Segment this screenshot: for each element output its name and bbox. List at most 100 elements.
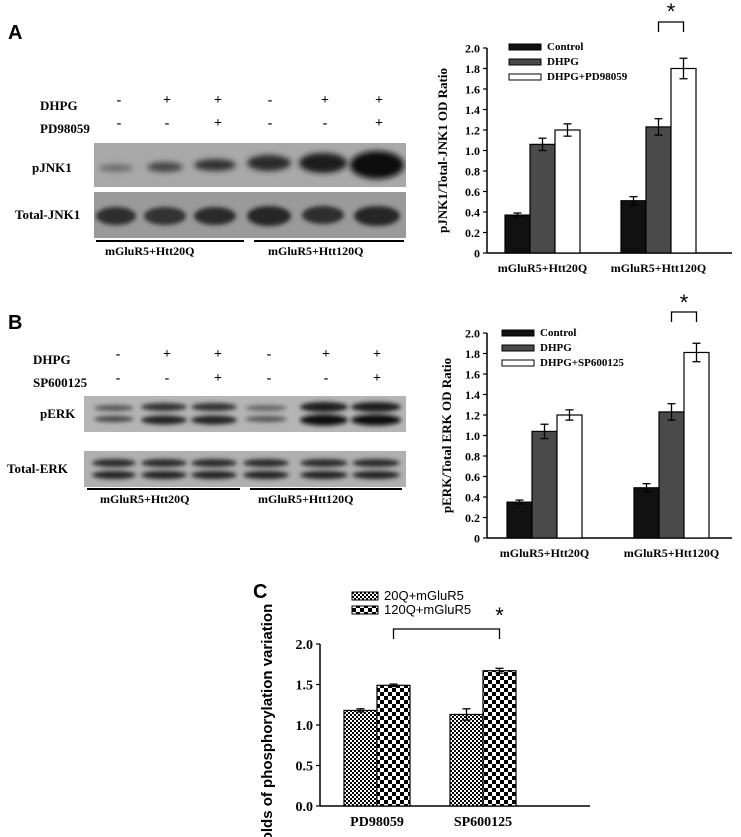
chart-b-bar-1-0 (531, 430, 558, 539)
sign-b-0-3: - (266, 347, 272, 362)
group-label-b-20q: mGluR5+Htt20Q (100, 492, 190, 506)
chart-b-errorbar-2-1 (692, 342, 701, 363)
blot-label-pjnk1: pJNK1 (32, 160, 72, 175)
panel-letter-a: A (8, 22, 23, 44)
chart-b-ytick-label-0: 0 (474, 531, 480, 545)
sign-a-0-1: + (163, 93, 171, 108)
chart-c-legend-swatch-1 (351, 605, 379, 615)
sign-b-0-1: + (163, 347, 171, 362)
chart-a-bar-1-0 (529, 143, 556, 254)
chart-b-category-1: mGluR5+Htt120Q (624, 546, 720, 560)
chart-b-bar-0-0 (506, 501, 533, 539)
chart-a-errorbar-2-1 (679, 57, 688, 80)
chart-a-ytick-label-0: 0 (474, 246, 480, 260)
treatment-label-inhibitor-a: PD98059 (40, 121, 90, 136)
chart-b-ytick-label-9: 1.8 (465, 347, 480, 361)
blot-label-perk: pERK (40, 406, 76, 421)
chart-b-ylabel: pERK/Total ERK OD Ratio (439, 358, 454, 513)
chart-a-category-1: mGluR5+Htt120Q (611, 261, 707, 275)
chart-a-legend-swatch-0 (508, 43, 542, 51)
sign-a-0-4: + (321, 93, 329, 108)
chart-b-ytick-label-10: 2.0 (465, 326, 480, 340)
chart-b-errorbar-2-0 (565, 409, 574, 421)
chart-c-legend-swatch-0 (351, 591, 379, 601)
sign-a-1-4: - (322, 116, 328, 131)
sign-b-1-2: + (214, 371, 222, 386)
chart-c-ytick-label-1: 0.5 (296, 760, 314, 775)
chart-a-errorbar-0-0 (513, 212, 522, 218)
chart-c-bar-1-1 (482, 670, 517, 807)
group-label-a-20q: mGluR5+Htt20Q (105, 244, 195, 258)
chart-c-ylabel: folds of phosphorylation variation (259, 604, 276, 837)
chart-b-ytick-label-7: 1.4 (465, 388, 480, 402)
chart-b-errorbar-0-0 (515, 499, 524, 505)
chart-c-errorbar-0-0 (356, 708, 365, 713)
sign-a-1-1: - (164, 116, 170, 131)
chart-a-bar-0-0 (504, 214, 531, 254)
chart-a-ytick-label-3: 0.6 (465, 185, 480, 199)
chart-c-ytick-label-2: 1.0 (296, 719, 314, 734)
chart-b-legend-label-1: DHPG (540, 342, 572, 354)
chart-a-ytick-label-5: 1.0 (465, 144, 480, 158)
panel-letter-b: B (8, 312, 23, 334)
chart-a-legend-label-1: DHPG (547, 56, 579, 68)
chart-c-ytick-label-3: 1.5 (296, 679, 314, 694)
chart-a-errorbar-2-0 (563, 123, 572, 137)
chart-a-bar-2-0 (554, 129, 581, 254)
chart-c-bar-1-0 (376, 684, 411, 807)
chart-a-ytick-label-9: 1.8 (465, 62, 480, 76)
chart-c-errorbar-1-1 (495, 667, 504, 674)
western-blot-b (84, 396, 406, 487)
sign-b-1-0: - (115, 371, 121, 386)
chart-a-ytick-label-7: 1.4 (465, 103, 480, 117)
chart-b-errorbar-0-1 (642, 483, 651, 493)
chart-c-legend-label-0: 20Q+mGluR5 (384, 588, 464, 603)
chart-a-ytick-label-4: 0.8 (465, 164, 480, 178)
chart-a-ylabel: pJNK1/Total-JNK1 OD Ratio (435, 68, 450, 233)
sign-b-1-5: + (373, 371, 381, 386)
group-underline-b (87, 488, 402, 490)
chart-c-bar-0-1 (449, 713, 484, 807)
sign-b-1-4: - (323, 371, 329, 386)
chart-b-legend-swatch-0 (501, 329, 535, 337)
chart-a-legend-swatch-1 (508, 58, 542, 66)
sign-a-0-3: - (267, 93, 273, 108)
chart-b-legend-swatch-2 (501, 359, 535, 367)
group-label-b-120q: mGluR5+Htt120Q (258, 492, 354, 506)
chart-a-ytick-label-10: 2.0 (465, 41, 480, 55)
sign-b-1-1: - (164, 371, 170, 386)
sign-b-1-3: - (266, 371, 272, 386)
chart-b-errorbar-1-0 (540, 423, 549, 440)
chart-b-legend-swatch-1 (501, 344, 535, 352)
chart-a-category-0: mGluR5+Htt20Q (498, 261, 588, 275)
sign-b-0-4: + (322, 347, 330, 362)
sign-b-0-2: + (214, 347, 222, 362)
chart-b-ytick-label-2: 0.4 (465, 490, 480, 504)
sign-a-0-2: + (214, 93, 222, 108)
sign-b-0-0: - (115, 347, 121, 362)
chart-b-ytick-label-3: 0.6 (465, 470, 480, 484)
chart-b-ytick-label-1: 0.2 (465, 511, 480, 525)
chart-b-ytick-label-6: 1.2 (465, 408, 480, 422)
chart-a-ytick-label-1: 0.2 (465, 226, 480, 240)
treatment-label-inhibitor-b: SP600125 (33, 375, 88, 390)
group-underline-a (96, 240, 404, 242)
chart-a-errorbar-0-1 (629, 195, 638, 206)
chart-b-bar-1-1 (658, 411, 685, 539)
chart-a-bar-0-1 (620, 200, 647, 254)
panel-letter-c: C (253, 581, 268, 603)
chart-b-ytick-label-8: 1.6 (465, 367, 480, 381)
chart-a-significance-star: * (667, 0, 676, 24)
blot-label-total-erk: Total-ERK (7, 461, 68, 476)
chart-b-significance-star: * (680, 290, 689, 315)
chart-c-errorbar-0-1 (462, 708, 471, 721)
blot-label-total-jnk1: Total-JNK1 (15, 207, 81, 222)
chart-a-significance-bracket (657, 21, 685, 32)
chart-b-category-0: mGluR5+Htt20Q (500, 546, 590, 560)
chart-b-errorbar-1-1 (667, 403, 676, 421)
western-blot-a (94, 143, 406, 238)
treatment-label-dhpg-a: DHPG (40, 98, 78, 113)
chart-c-legend-label-1: 120Q+mGluR5 (384, 602, 471, 617)
sign-b-0-5: + (373, 347, 381, 362)
